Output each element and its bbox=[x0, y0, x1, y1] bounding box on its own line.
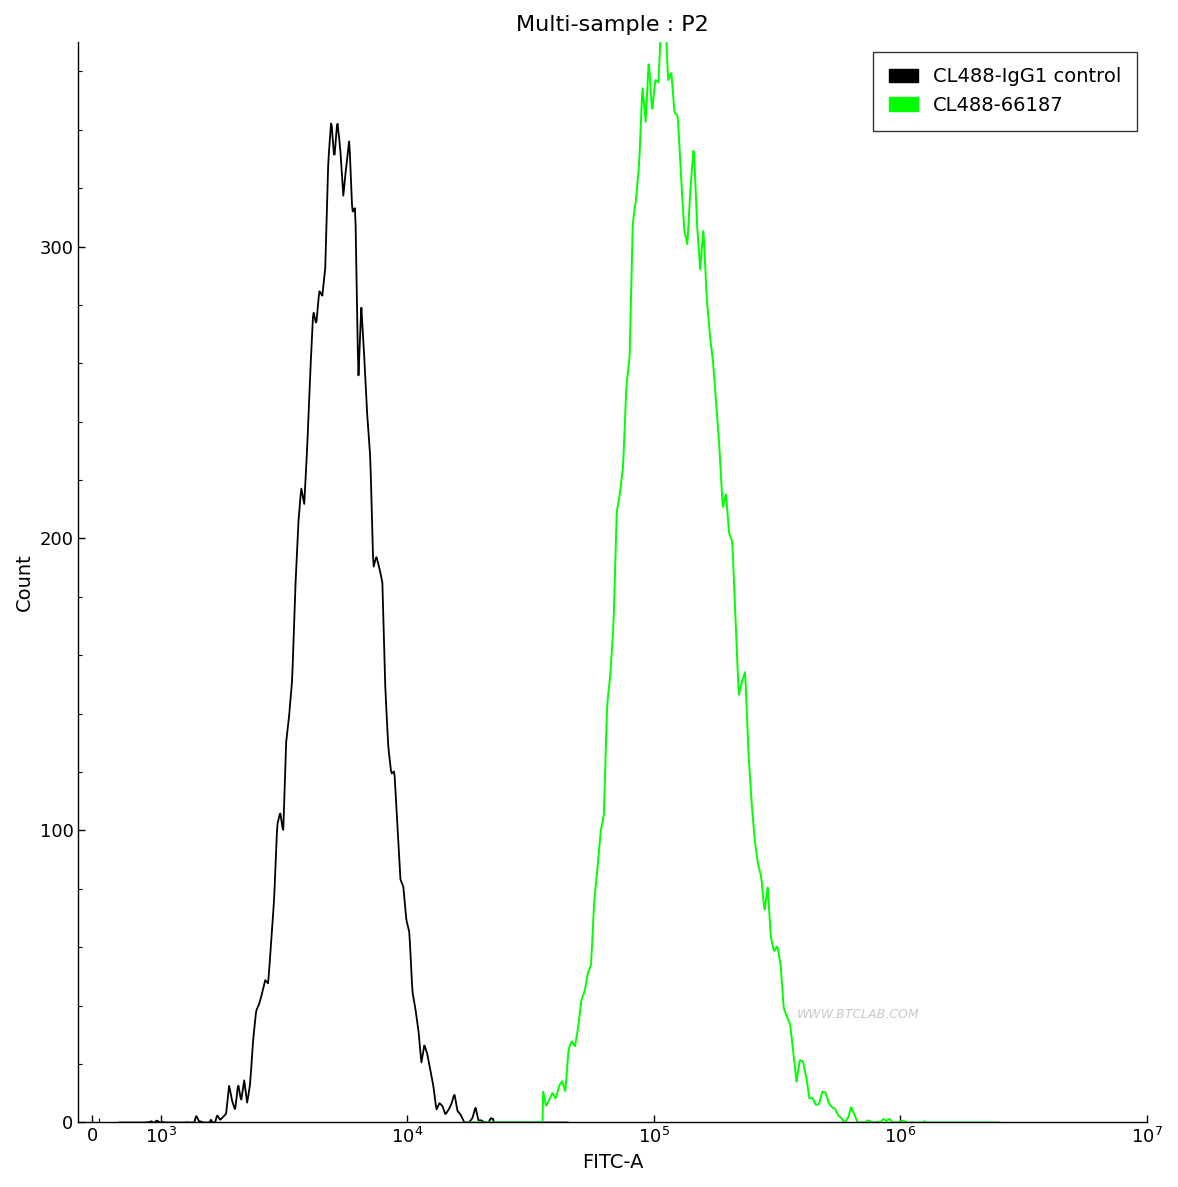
Y-axis label: Count: Count bbox=[15, 553, 34, 611]
Title: Multi-sample : P2: Multi-sample : P2 bbox=[516, 15, 709, 34]
Legend: CL488-IgG1 control, CL488-66187: CL488-IgG1 control, CL488-66187 bbox=[873, 52, 1137, 131]
Text: WWW.BTCLAB.COM: WWW.BTCLAB.COM bbox=[798, 1008, 920, 1021]
X-axis label: FITC-A: FITC-A bbox=[582, 1153, 643, 1172]
